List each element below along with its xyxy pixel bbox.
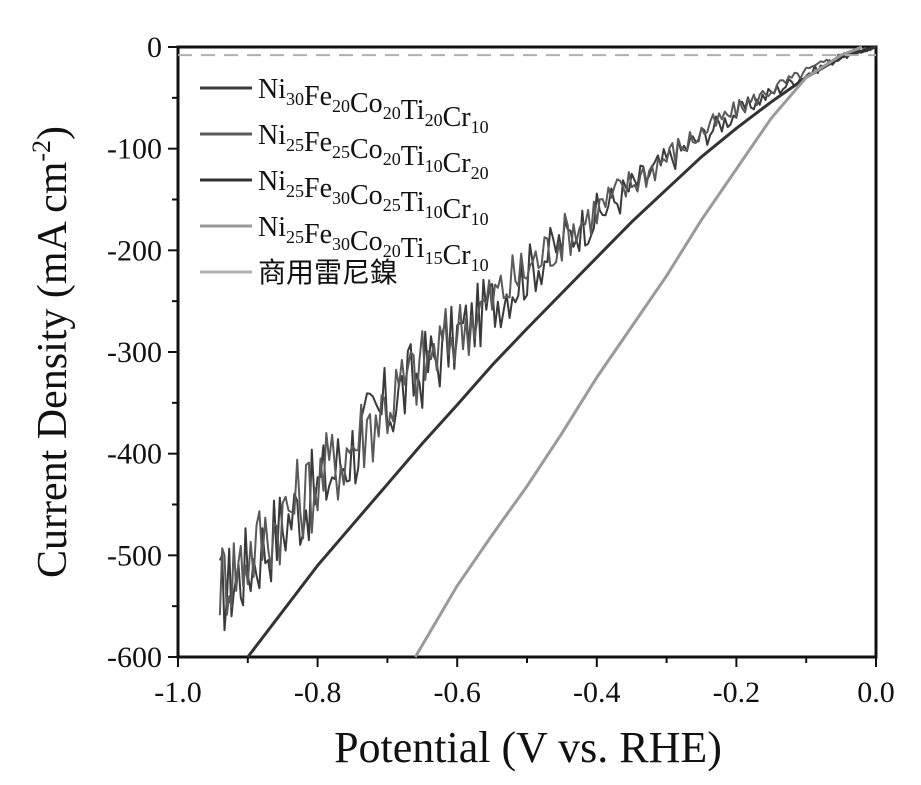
legend-5-label: 商用雷尼鎳 <box>258 257 398 289</box>
y-tick-label-6: -600 <box>107 641 162 674</box>
x-tick-label-4: -0.2 <box>713 676 761 709</box>
y-axis-label-close: ) <box>30 126 76 140</box>
series-4-line <box>415 47 862 657</box>
x-tick-label-5: 0.0 <box>857 676 895 709</box>
legend: Ni30Fe20Co20Ti20Cr10Ni25Fe25Co20Ti10Cr20… <box>200 74 489 289</box>
x-tick-label-1: -0.8 <box>294 676 342 709</box>
y-tick-label-3: -300 <box>107 336 162 369</box>
y-tick-label-5: -500 <box>107 539 162 572</box>
legend-1-label: Ni30Fe20Co20Ti20Cr10 <box>258 74 489 137</box>
y-axis-label-sup: -2 <box>27 140 56 162</box>
y-tick-label-1: -100 <box>107 133 162 166</box>
y-axis-label-main: Current Density (mA cm <box>30 161 76 578</box>
x-axis-label: Potential (V vs. RHE) <box>334 723 722 772</box>
y-axis-label: Current Density (mA cm-2) <box>27 126 76 578</box>
x-tick-label-3: -0.4 <box>573 676 621 709</box>
x-tick-label-2: -0.6 <box>433 676 481 709</box>
y-tick-label-0: 0 <box>147 31 162 64</box>
y-tick-label-2: -200 <box>107 234 162 267</box>
series-3-line <box>248 47 876 657</box>
x-tick-label-0: -1.0 <box>154 676 202 709</box>
y-tick-label-4: -400 <box>107 438 162 471</box>
